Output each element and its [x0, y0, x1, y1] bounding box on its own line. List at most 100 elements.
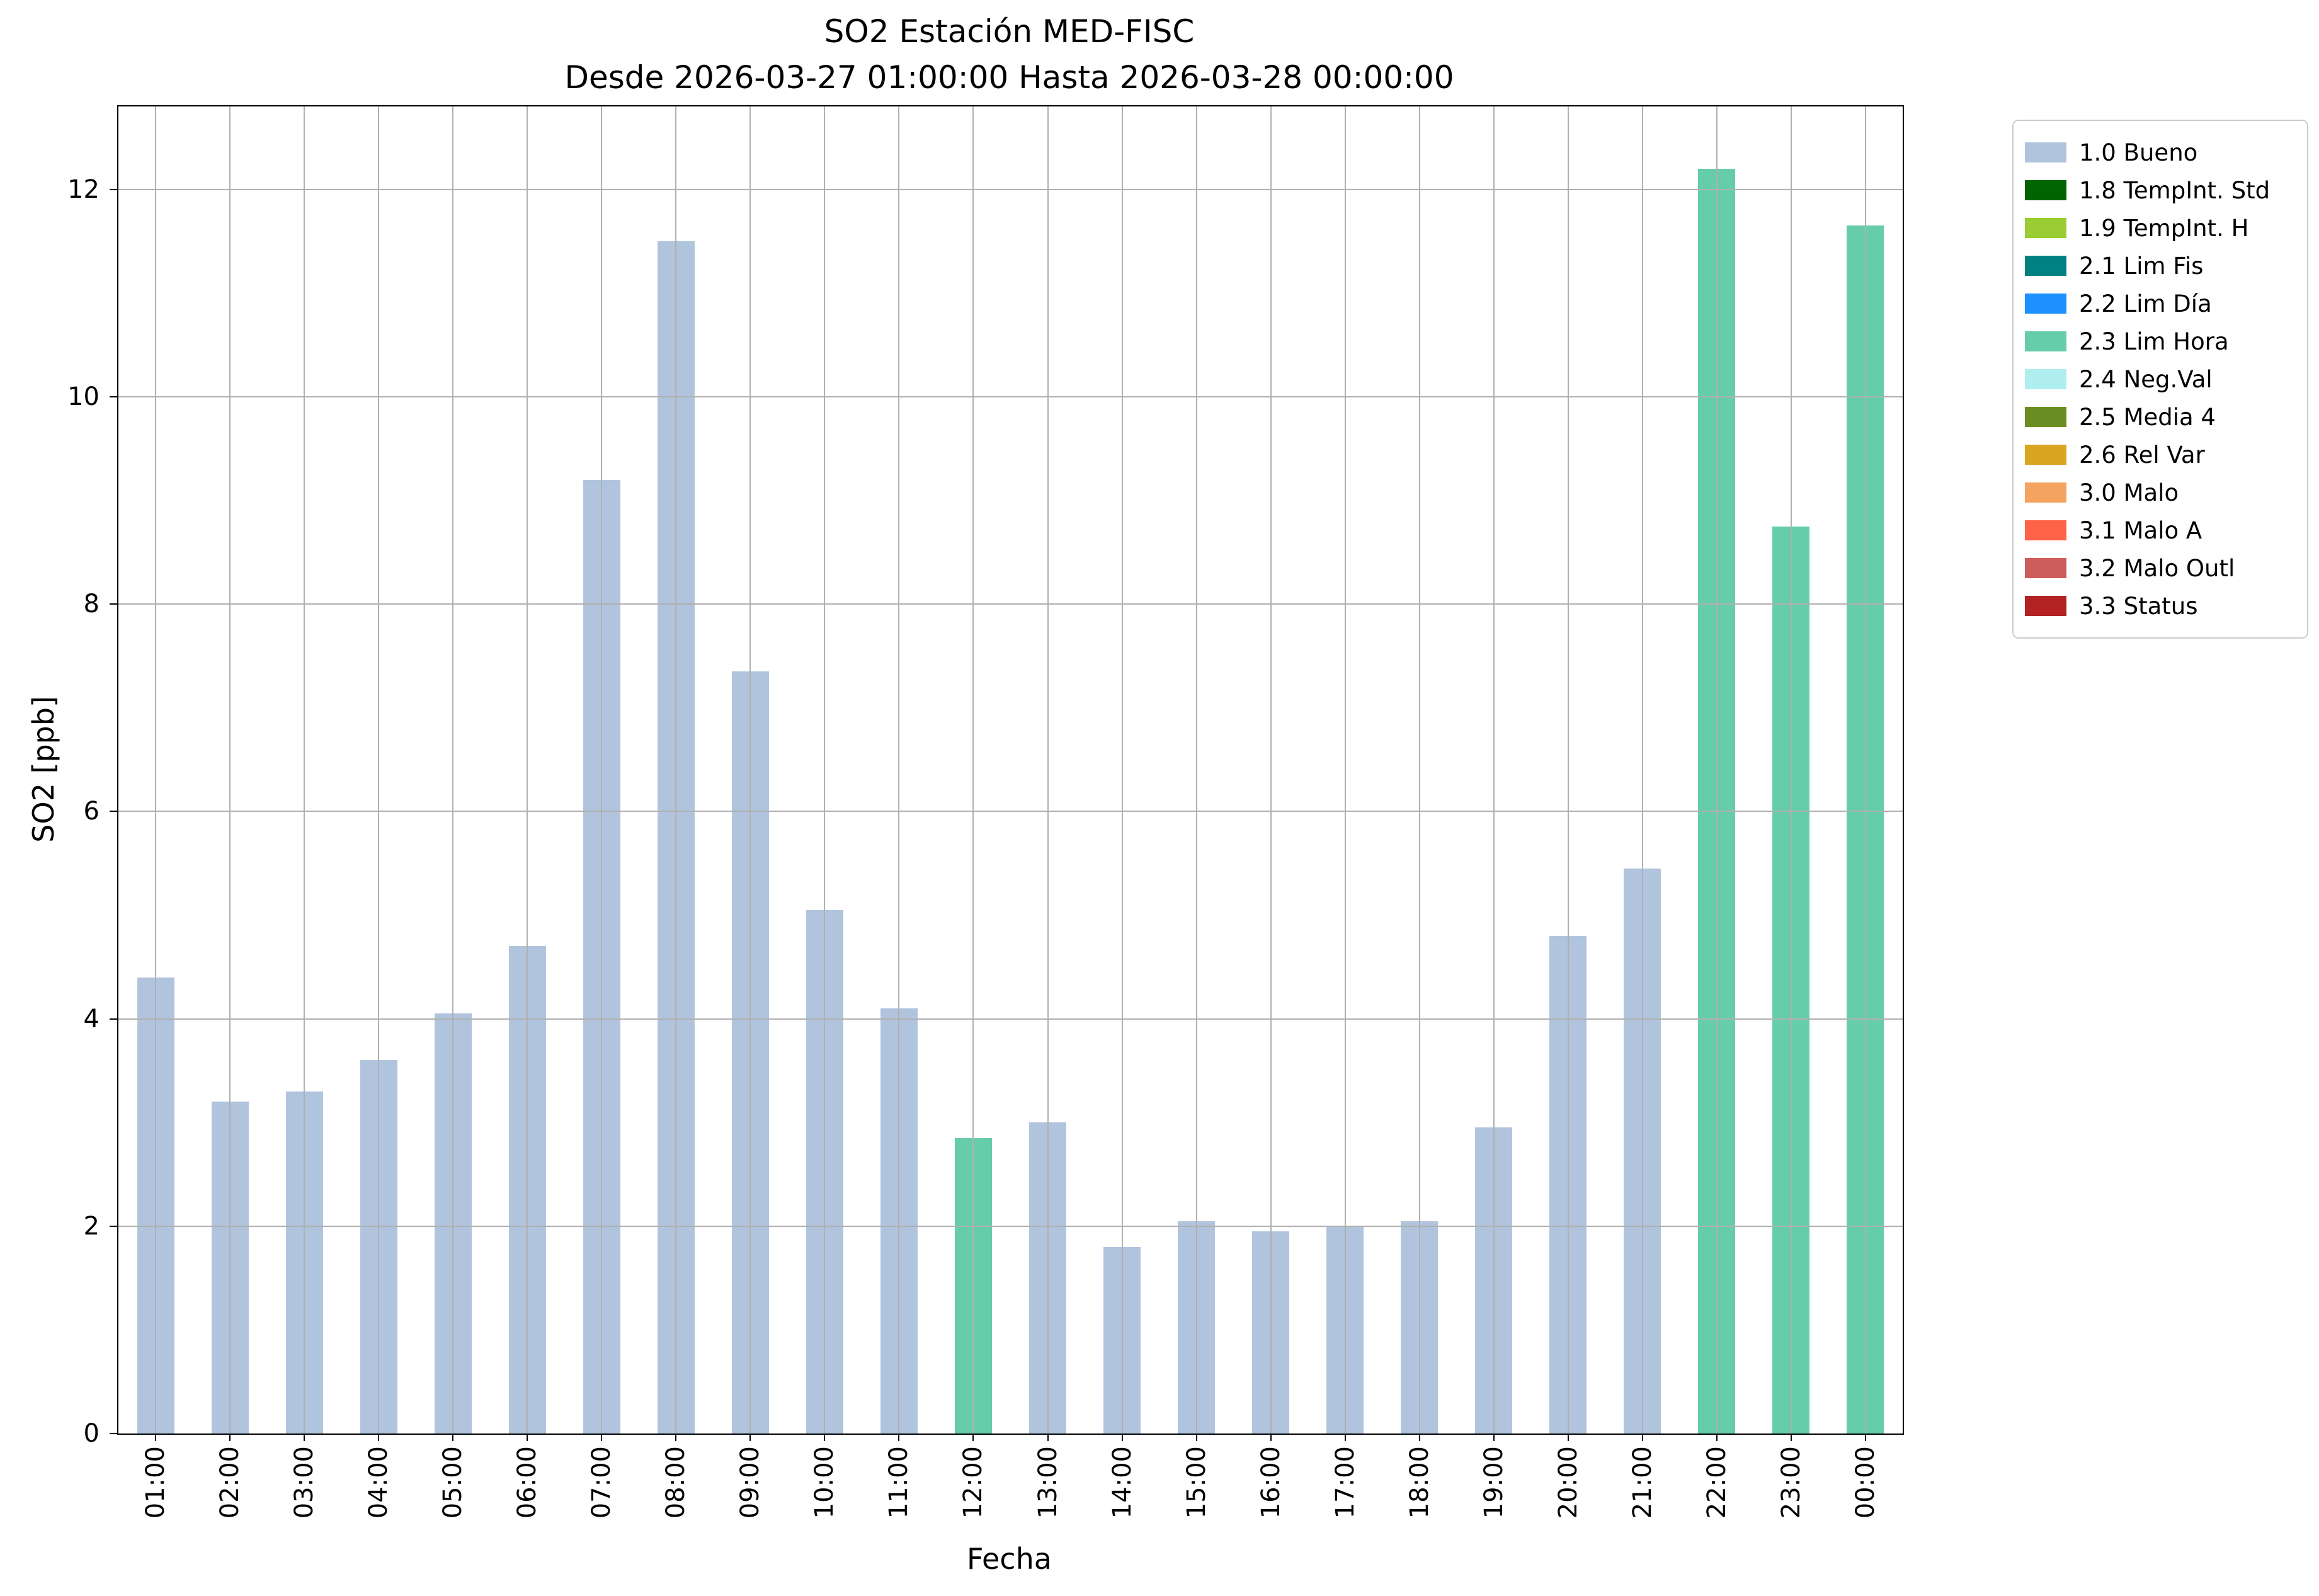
legend-item: 3.3 Status — [2025, 587, 2296, 625]
x-gridline — [824, 106, 826, 1434]
x-tick-label: 13:00 — [1033, 1446, 1063, 1519]
x-gridline — [1270, 106, 1272, 1434]
legend-item: 2.5 Media 4 — [2025, 398, 2296, 436]
chart-title: SO2 Estación MED-FISC — [824, 13, 1195, 50]
legend-label: 2.3 Lim Hora — [2079, 328, 2229, 355]
legend-swatch — [2025, 482, 2066, 503]
y-tick-mark — [110, 811, 117, 812]
x-gridline — [1641, 106, 1643, 1434]
x-gridline — [452, 106, 454, 1434]
x-tick-mark — [1047, 1434, 1049, 1441]
x-gridline — [155, 106, 157, 1434]
x-tick-label: 12:00 — [959, 1446, 988, 1519]
x-tick-label: 11:00 — [884, 1446, 914, 1519]
x-tick-mark — [229, 1434, 231, 1441]
legend-label: 1.9 TempInt. H — [2079, 214, 2249, 242]
y-gridline — [118, 188, 1903, 190]
x-gridline — [1047, 106, 1049, 1434]
x-tick-mark — [1418, 1434, 1420, 1441]
legend: 1.0 Bueno 1.8 TempInt. Std 1.9 TempInt. H 2… — [2012, 120, 2308, 639]
legend-swatch — [2025, 369, 2066, 389]
x-tick-label: 06:00 — [513, 1446, 542, 1519]
x-tick-mark — [1121, 1434, 1123, 1441]
x-tick-mark — [1716, 1434, 1718, 1441]
x-tick-mark — [1790, 1434, 1792, 1441]
legend-item: 2.4 Neg.Val — [2025, 360, 2296, 398]
x-tick-label: 07:00 — [587, 1446, 617, 1519]
legend-swatch — [2025, 218, 2066, 238]
x-gridline — [601, 106, 603, 1434]
x-tick-label: 21:00 — [1627, 1446, 1657, 1519]
x-tick-mark — [1567, 1434, 1569, 1441]
legend-swatch — [2025, 558, 2066, 578]
x-gridline — [1418, 106, 1420, 1434]
y-tick-mark — [110, 1225, 117, 1227]
x-tick-mark — [452, 1434, 454, 1441]
x-gridline — [1121, 106, 1123, 1434]
x-gridline — [527, 106, 528, 1434]
x-tick-label: 19:00 — [1479, 1446, 1508, 1519]
legend-item: 2.2 Lim Día — [2025, 285, 2296, 322]
x-tick-label: 17:00 — [1330, 1446, 1360, 1519]
y-gridline — [118, 396, 1903, 397]
legend-item: 1.0 Bueno — [2025, 134, 2296, 171]
y-tick-mark — [110, 603, 117, 605]
x-gridline — [1790, 106, 1792, 1434]
x-tick-label: 09:00 — [736, 1446, 765, 1519]
x-gridline — [1195, 106, 1197, 1434]
x-tick-label: 03:00 — [290, 1446, 319, 1519]
y-tick-label: 0 — [83, 1419, 100, 1448]
y-gridline — [118, 603, 1903, 605]
x-gridline — [1567, 106, 1569, 1434]
x-gridline — [378, 106, 380, 1434]
x-tick-mark — [675, 1434, 677, 1441]
legend-item: 1.9 TempInt. H — [2025, 209, 2296, 247]
legend-swatch — [2025, 445, 2066, 465]
x-tick-mark — [1195, 1434, 1197, 1441]
x-tick-label: 23:00 — [1776, 1446, 1806, 1519]
legend-swatch — [2025, 256, 2066, 276]
x-tick-mark — [1270, 1434, 1272, 1441]
legend-label: 2.1 Lim Fis — [2079, 252, 2204, 280]
y-tick-label: 12 — [67, 174, 100, 204]
x-gridline — [1716, 106, 1718, 1434]
legend-item: 1.8 TempInt. Std — [2025, 171, 2296, 209]
x-tick-label: 18:00 — [1405, 1446, 1434, 1519]
x-tick-mark — [898, 1434, 900, 1441]
legend-swatch — [2025, 520, 2066, 540]
x-tick-mark — [304, 1434, 305, 1441]
y-tick-mark — [110, 396, 117, 397]
x-tick-label: 14:00 — [1107, 1446, 1137, 1519]
x-gridline — [675, 106, 677, 1434]
y-gridline — [118, 811, 1903, 812]
legend-label: 1.8 TempInt. Std — [2079, 176, 2271, 204]
legend-swatch — [2025, 294, 2066, 314]
y-tick-label: 4 — [83, 1004, 100, 1034]
x-axis-label: Fecha — [967, 1542, 1052, 1576]
y-tick-mark — [110, 1433, 117, 1434]
legend-swatch — [2025, 331, 2066, 351]
chart-subtitle: Desde 2026-03-27 01:00:00 Hasta 2026-03-… — [564, 59, 1454, 96]
x-tick-label: 05:00 — [438, 1446, 468, 1519]
legend-item: 3.0 Malo — [2025, 474, 2296, 511]
legend-label: 2.4 Neg.Val — [2079, 365, 2213, 393]
legend-label: 2.5 Media 4 — [2079, 403, 2216, 431]
legend-label: 3.0 Malo — [2079, 479, 2179, 506]
legend-swatch — [2025, 180, 2066, 200]
x-gridline — [304, 106, 305, 1434]
y-tick-label: 10 — [67, 382, 100, 411]
x-tick-label: 15:00 — [1182, 1446, 1211, 1519]
x-tick-mark — [824, 1434, 826, 1441]
x-tick-label: 00:00 — [1850, 1446, 1880, 1519]
x-tick-label: 22:00 — [1702, 1446, 1731, 1519]
x-tick-label: 01:00 — [141, 1446, 171, 1519]
legend-label: 1.0 Bueno — [2079, 139, 2198, 166]
legend-swatch — [2025, 596, 2066, 616]
y-gridline — [118, 1225, 1903, 1227]
x-tick-mark — [1344, 1434, 1346, 1441]
legend-label: 3.2 Malo Outl — [2079, 554, 2235, 582]
x-tick-mark — [749, 1434, 751, 1441]
x-tick-mark — [527, 1434, 528, 1441]
y-tick-label: 2 — [83, 1211, 100, 1241]
legend-item: 3.2 Malo Outl — [2025, 549, 2296, 587]
